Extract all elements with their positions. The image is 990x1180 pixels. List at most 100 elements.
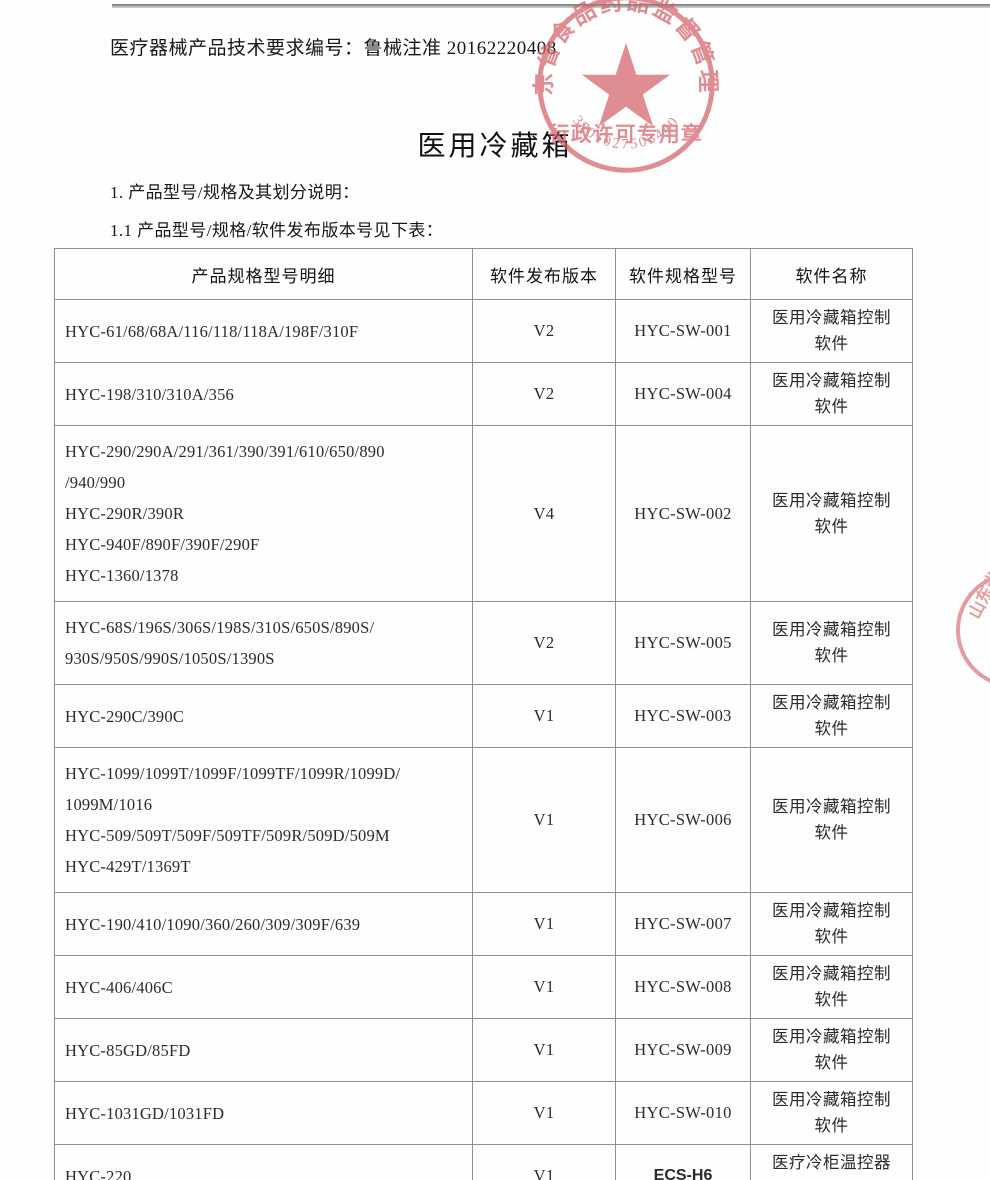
cell-version: V1	[472, 1018, 616, 1082]
software-name-line: 医用冷藏箱控制	[772, 1090, 891, 1109]
cell-software-name: 医用冷藏箱控制 软件	[750, 425, 913, 602]
model-line: HYC-1099/1099T/1099F/1099TF/1099R/1099D/	[65, 764, 401, 783]
software-name-line: 软件	[814, 990, 849, 1009]
software-name-line: 程序	[755, 1176, 908, 1180]
cell-models: HYC-68S/196S/306S/198S/310S/650S/890S/93…	[54, 601, 473, 685]
model-line: 1099M/1016	[65, 795, 153, 814]
cell-software-model: HYC-SW-010	[615, 1081, 751, 1145]
document-header-line: 医疗器械产品技术要求编号：鲁械注准 20162220408	[110, 38, 557, 59]
cell-version: V2	[472, 299, 616, 363]
table-row: HYC-1031GD/1031FD V1 HYC-SW-010 医用冷藏箱控制 软件	[54, 1081, 913, 1145]
cell-software-model: HYC-SW-004	[615, 362, 751, 426]
table-row: HYC-61/68/68A/116/118/118A/198F/310F V2 HY…	[54, 299, 913, 363]
table-row: HYC-85GD/85FD V1 HYC-SW-009 医用冷藏箱控制 软件	[54, 1018, 913, 1082]
cell-models: HYC-406/406C	[54, 955, 473, 1019]
software-name-line: 医疗冷柜温控器	[772, 1153, 891, 1172]
software-name-line: 医用冷藏箱控制	[772, 1027, 891, 1046]
model-line: HYC-290C/390C	[65, 706, 185, 726]
model-line: HYC-290/290A/291/361/390/391/610/650/890	[65, 442, 385, 461]
section-heading-1-1: 1.1 产品型号/规格/软件发布版本号见下表：	[110, 221, 444, 240]
cell-models: HYC-290/290A/291/361/390/391/610/650/890…	[54, 425, 473, 602]
model-line: HYC-61/68/68A/116/118/118A/198F/310F	[65, 321, 359, 341]
cell-software-name: 医用冷藏箱控制 软件	[750, 747, 913, 893]
cell-version: V1	[472, 1081, 616, 1145]
software-name-line: 软件	[814, 927, 849, 946]
cell-models: HYC-220	[54, 1144, 473, 1180]
column-header-swname: 软件名称	[750, 248, 913, 300]
software-name-line: 软件	[814, 334, 849, 353]
model-line: HYC-406/406C	[65, 977, 173, 997]
model-line: HYC-940F/890F/390F/290F	[65, 535, 260, 554]
section-heading-1: 1. 产品型号/规格及其划分说明：	[110, 183, 360, 202]
table-row: HYC-290C/390C V1 HYC-SW-003 医用冷藏箱控制 软件	[54, 684, 913, 748]
cell-version: V4	[472, 425, 616, 602]
software-name-line: 软件	[814, 823, 849, 842]
table-header-row: 产品规格型号明细 软件发布版本 软件规格型号 软件名称	[54, 248, 913, 300]
spec-table: 产品规格型号明细 软件发布版本 软件规格型号 软件名称 HYC-61/68/68…	[54, 248, 913, 1180]
cell-software-model: HYC-SW-003	[615, 684, 751, 748]
cell-software-model: HYC-SW-001	[615, 299, 751, 363]
cell-models: HYC-190/410/1090/360/260/309/309F/639	[54, 892, 473, 956]
cell-version: V2	[472, 362, 616, 426]
software-name-line: 医用冷藏箱控制	[772, 964, 891, 983]
model-line: HYC-290R/390R	[65, 504, 185, 523]
scan-edge-artifact	[112, 4, 990, 8]
model-line: HYC-1031GD/1031FD	[65, 1103, 225, 1123]
model-line: 930S/950S/990S/1050S/1390S	[65, 649, 275, 668]
column-header-models: 产品规格型号明细	[54, 248, 473, 300]
model-line: HYC-85GD/85FD	[65, 1040, 191, 1060]
cell-version: V1	[472, 684, 616, 748]
cell-software-name: 医用冷藏箱控制 软件	[750, 955, 913, 1019]
software-name-line: 医用冷藏箱控制	[772, 371, 891, 390]
cell-software-model: HYC-SW-007	[615, 892, 751, 956]
table-row: HYC-190/410/1090/360/260/309/309F/639 V1 H…	[54, 892, 913, 956]
model-line: HYC-220	[65, 1166, 132, 1180]
model-line: HYC-509/509T/509F/509TF/509R/509D/509M	[65, 826, 390, 845]
cell-version: V1	[472, 747, 616, 893]
edge-seal-stamp: 山东省食	[952, 566, 990, 694]
seal-star-icon	[581, 42, 671, 127]
cell-software-name: 医疗冷柜温控器程序	[750, 1144, 913, 1180]
table-row: HYC-406/406C V1 HYC-SW-008 医用冷藏箱控制 软件	[54, 955, 913, 1019]
cell-models: HYC-198/310/310A/356	[54, 362, 473, 426]
table-row: HYC-68S/196S/306S/198S/310S/650S/890S/93…	[54, 601, 913, 685]
edge-seal-graphic: 山东省食	[956, 566, 990, 683]
model-line: HYC-190/410/1090/360/260/309/309F/639	[65, 914, 361, 934]
model-line: HYC-1360/1378	[65, 566, 179, 585]
software-name-line: 医用冷藏箱控制	[772, 490, 891, 510]
cell-software-name: 医用冷藏箱控制 软件	[750, 601, 913, 685]
table-row: HYC-290/290A/291/361/390/391/610/650/890…	[54, 425, 913, 602]
page-title: 医用冷藏箱	[417, 131, 573, 162]
cell-software-model: ECS-H6	[615, 1144, 751, 1180]
cell-software-model: HYC-SW-008	[615, 955, 751, 1019]
column-header-version: 软件发布版本	[472, 248, 616, 300]
table-row: HYC-198/310/310A/356 V2 HYC-SW-004 医用冷藏箱控制软…	[54, 362, 913, 426]
software-name-line: 医用冷藏箱控制	[772, 620, 891, 639]
software-name-line: 软件	[814, 1116, 849, 1135]
software-name-line: 医用冷藏箱控制	[772, 693, 891, 712]
cell-version: V1	[472, 1144, 616, 1180]
software-name-line: 软件	[814, 1053, 849, 1072]
cell-software-name: 医用冷藏箱控制 软件	[750, 684, 913, 748]
cell-software-name: 医用冷藏箱控制 软件	[750, 299, 913, 363]
cell-software-name: 医用冷藏箱控制 软件	[750, 1081, 913, 1145]
cell-version: V1	[472, 955, 616, 1019]
cell-software-model: HYC-SW-002	[615, 425, 751, 602]
software-name-line: 软件	[814, 516, 849, 536]
software-name-line: 软件	[814, 719, 849, 738]
cell-models: HYC-85GD/85FD	[54, 1018, 473, 1082]
model-line: HYC-68S/196S/306S/198S/310S/650S/890S/	[65, 618, 375, 637]
cell-software-name: 医用冷藏箱控制 软件	[750, 892, 913, 956]
software-name-line: 软件	[814, 397, 849, 416]
cell-software-name: 医用冷藏箱控制 软件	[750, 1018, 913, 1082]
cell-software-model: HYC-SW-005	[615, 601, 751, 685]
cell-software-model: HYC-SW-006	[615, 747, 751, 893]
spec-table-body: HYC-61/68/68A/116/118/118A/198F/310F V2 HY…	[54, 299, 913, 1180]
cell-software-model: HYC-SW-009	[615, 1018, 751, 1082]
software-name-line: 医用冷藏箱控制	[772, 797, 891, 816]
cell-models: HYC-1031GD/1031FD	[54, 1081, 473, 1145]
cell-models: HYC-290C/390C	[54, 684, 473, 748]
model-line: /940/990	[65, 473, 126, 492]
